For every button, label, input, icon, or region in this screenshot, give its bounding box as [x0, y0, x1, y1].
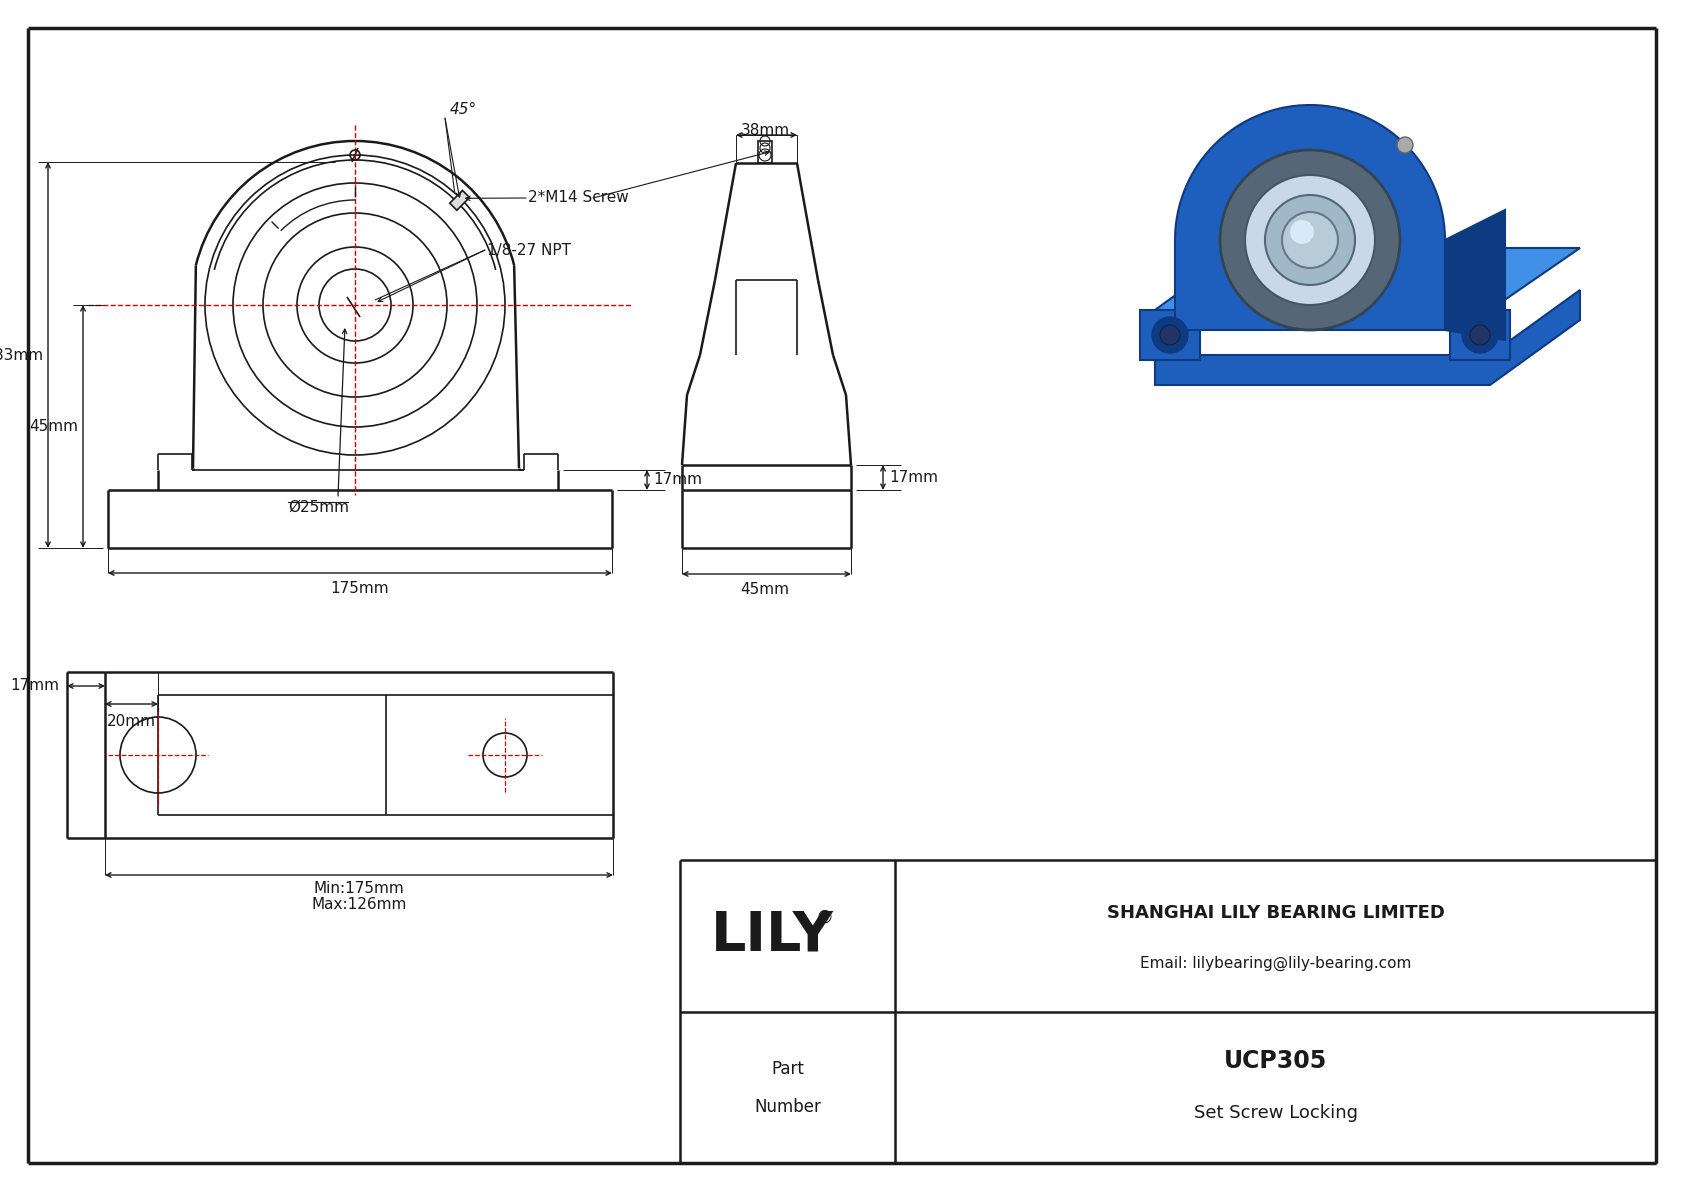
Text: 20mm: 20mm [108, 713, 157, 729]
Circle shape [1462, 317, 1499, 353]
Text: 45mm: 45mm [741, 582, 790, 597]
Text: 45°: 45° [450, 102, 477, 118]
Text: 17mm: 17mm [889, 470, 938, 485]
Text: Part: Part [771, 1060, 803, 1078]
Polygon shape [450, 191, 470, 211]
Text: 2*M14 Screw: 2*M14 Screw [529, 191, 628, 206]
Text: Email: lilybearing@lily-bearing.com: Email: lilybearing@lily-bearing.com [1140, 955, 1411, 971]
Polygon shape [1175, 105, 1445, 330]
Text: 17mm: 17mm [10, 679, 59, 693]
Text: Number: Number [754, 1098, 820, 1116]
Text: 83mm: 83mm [0, 348, 44, 362]
Polygon shape [1155, 289, 1580, 385]
Circle shape [1290, 220, 1314, 244]
Text: UCP305: UCP305 [1224, 1049, 1327, 1073]
Circle shape [1470, 325, 1490, 345]
Text: LILY: LILY [711, 909, 834, 962]
Circle shape [1265, 195, 1356, 285]
Text: Set Screw Locking: Set Screw Locking [1194, 1104, 1357, 1122]
Text: 17mm: 17mm [653, 473, 702, 487]
Text: Ø25mm: Ø25mm [288, 500, 349, 515]
Text: SHANGHAI LILY BEARING LIMITED: SHANGHAI LILY BEARING LIMITED [1106, 904, 1445, 922]
Polygon shape [1155, 248, 1580, 310]
Text: Max:126mm: Max:126mm [312, 897, 408, 912]
Circle shape [1152, 317, 1187, 353]
Circle shape [1398, 137, 1413, 152]
Text: 1/8-27 NPT: 1/8-27 NPT [487, 243, 571, 257]
Polygon shape [1445, 210, 1505, 339]
Text: ®: ® [815, 909, 834, 927]
Text: Min:175mm: Min:175mm [313, 881, 404, 896]
Polygon shape [1450, 310, 1511, 360]
Text: 175mm: 175mm [330, 581, 389, 596]
Circle shape [1244, 175, 1376, 305]
Polygon shape [1140, 310, 1201, 360]
Circle shape [1219, 150, 1399, 330]
Text: 45mm: 45mm [29, 419, 77, 434]
Circle shape [1160, 325, 1180, 345]
Circle shape [1282, 212, 1339, 268]
Text: 38mm: 38mm [741, 123, 790, 138]
